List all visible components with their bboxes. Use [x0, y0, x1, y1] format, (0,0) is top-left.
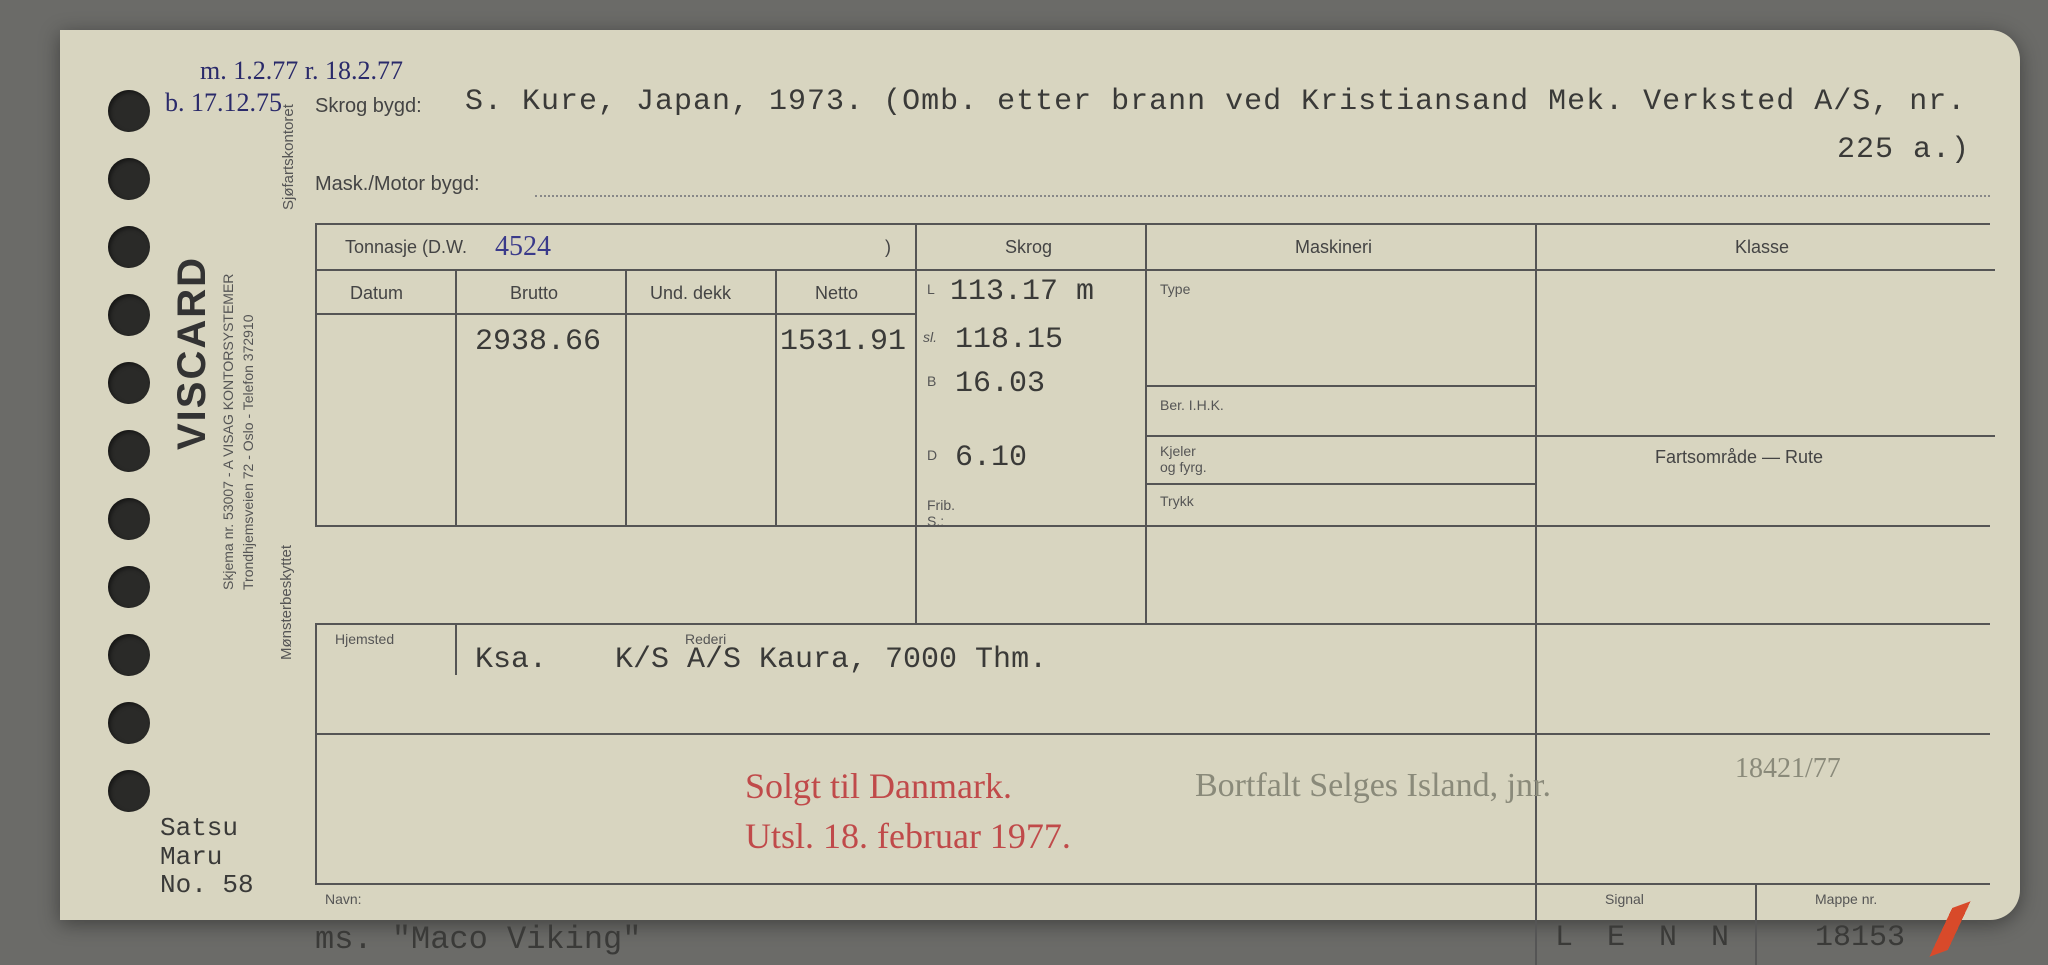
bottom-left-notes: Satsu Maru No. 58 — [160, 814, 254, 900]
bl2: Maru — [160, 843, 254, 872]
tonnasje-hw: 4524 — [495, 231, 551, 263]
motor-label: Mask./Motor bygd: — [315, 173, 480, 196]
row-hjemsted: Hjemsted Ksa. Rederi K/S A/S Kaura, 7000… — [315, 623, 1990, 733]
handwritten-date-1: m. 1.2.77 r. 18.2.77 — [200, 56, 403, 86]
punch-hole — [108, 226, 150, 268]
punch-hole — [108, 430, 150, 472]
skrog-label: Skrog bygd: — [315, 95, 422, 118]
frib-label: Frib. — [927, 497, 955, 513]
sl-val: 118.15 — [955, 323, 1063, 357]
bl1: Satsu — [160, 814, 254, 843]
punch-hole — [108, 634, 150, 676]
ber-label: Ber. I.H.K. — [1160, 397, 1224, 413]
note-red-1: Solgt til Danmark. — [745, 765, 1012, 807]
hjem-label: Hjemsted — [335, 631, 394, 647]
punch-hole — [108, 498, 150, 540]
datum-hdr: Datum — [350, 283, 403, 304]
row-skrog-bygd: Skrog bygd: S. Kure, Japan, 1973. (Omb. … — [315, 85, 1990, 135]
side-sjofart: Sjøfartskontoret — [280, 104, 297, 210]
handwritten-date-2: b. 17.12.75 — [165, 88, 282, 118]
L-val: 113.17 m — [950, 275, 1094, 309]
B-label: B — [927, 373, 936, 389]
note-pencil-num: 18421/77 — [1735, 753, 1841, 785]
skrog-value: S. Kure, Japan, 1973. (Omb. etter brann … — [465, 85, 1966, 119]
row-navn: Navn: ms. "Maco Viking" Signal L E N N M… — [315, 883, 1990, 963]
side-monster: Mønsterbeskyttet — [278, 545, 295, 660]
signal-val: L E N N — [1555, 921, 1737, 955]
navn-val: ms. "Maco Viking" — [315, 921, 641, 958]
B-val: 16.03 — [955, 367, 1045, 401]
bl3: No. 58 — [160, 871, 254, 900]
navn-label: Navn: — [325, 891, 362, 907]
L-label: L — [927, 281, 935, 297]
content-area: Skrog bygd: S. Kure, Japan, 1973. (Omb. … — [315, 85, 1990, 900]
brutto-hdr: Brutto — [510, 283, 558, 304]
unddekk-hdr: Und. dekk — [650, 283, 731, 304]
punch-hole — [108, 294, 150, 336]
viscard-logo: VISCARD — [170, 256, 215, 450]
side-text-a: Skjema nr. 53007 - A VISAG KONTORSYSTEME… — [220, 274, 236, 590]
D-label: D — [927, 447, 937, 463]
row-notes: Solgt til Danmark. Utsl. 18. februar 197… — [315, 733, 1990, 883]
skrog-cont: 225 a.) — [1837, 133, 1970, 167]
note-pencil: Bortfalt Selges Island, jnr. — [1195, 767, 1551, 805]
mappe-label: Mappe nr. — [1815, 891, 1877, 907]
note-red-2: Utsl. 18. februar 1977. — [745, 815, 1071, 857]
data-grid: Tonnasje (D.W. 4524 ) Datum Brutto Und. … — [315, 223, 1990, 623]
punch-hole — [108, 566, 150, 608]
punch-hole — [108, 158, 150, 200]
type-label: Type — [1160, 281, 1190, 297]
trykk-label: Trykk — [1160, 493, 1194, 509]
punch-hole — [108, 702, 150, 744]
row-motor-bygd: Mask./Motor bygd: — [315, 165, 1990, 213]
red-mark-icon — [1915, 901, 1984, 957]
brutto-val: 2938.66 — [475, 325, 601, 359]
farts-label: Fartsområde — Rute — [1655, 447, 1823, 468]
netto-val: 1531.91 — [780, 325, 906, 359]
mappe-val: 18153 — [1815, 921, 1905, 955]
punch-hole — [108, 362, 150, 404]
punch-hole — [108, 90, 150, 132]
kjeler-label: Kjeler og fyrg. — [1160, 443, 1207, 475]
signal-label: Signal — [1605, 891, 1644, 907]
klasse-hdr: Klasse — [1735, 237, 1789, 258]
rederi-val: K/S A/S Kaura, 7000 Thm. — [615, 643, 1047, 677]
tonnasje-label: Tonnasje (D.W. — [345, 237, 467, 258]
index-card: VISCARD Skjema nr. 53007 - A VISAG KONTO… — [60, 30, 2020, 920]
netto-hdr: Netto — [815, 283, 858, 304]
punch-hole — [108, 770, 150, 812]
tonnasje-close: ) — [885, 237, 891, 258]
hjem-val: Ksa. — [475, 643, 547, 677]
S-label: S.: — [927, 513, 944, 529]
skrog-col-hdr: Skrog — [1005, 237, 1052, 258]
maskineri-hdr: Maskineri — [1295, 237, 1372, 258]
side-text-b: Trondhjemsveien 72 - Oslo - Telefon 3729… — [240, 315, 256, 591]
D-val: 6.10 — [955, 441, 1027, 475]
sl-label: sl. — [923, 329, 937, 345]
